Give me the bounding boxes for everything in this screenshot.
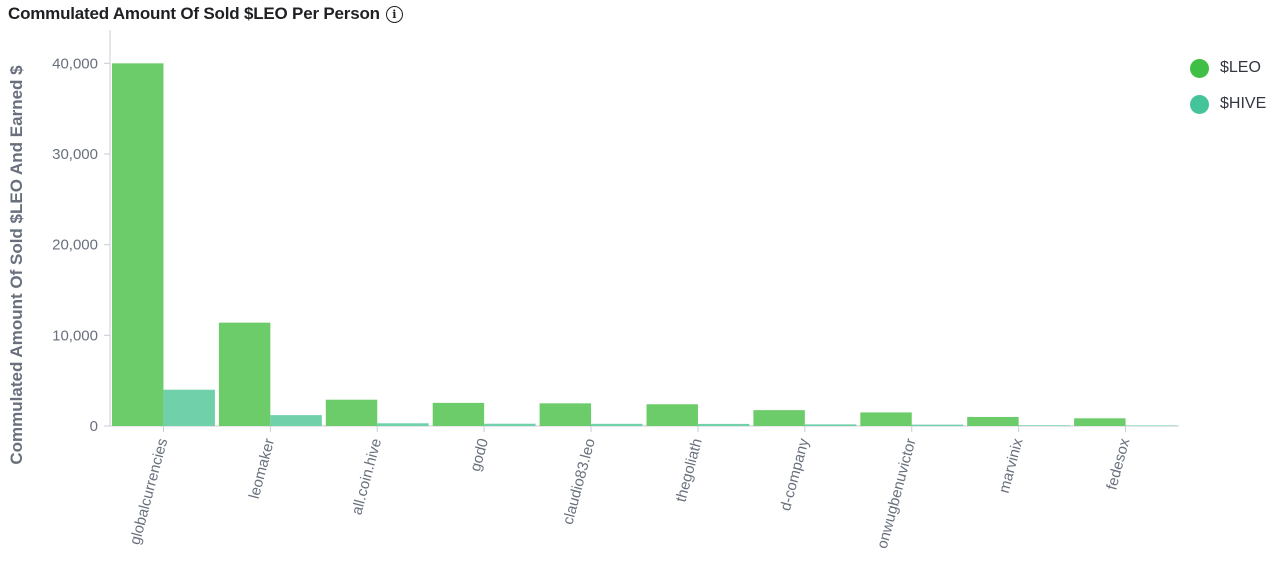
legend-item-leo[interactable]: $LEO (1190, 50, 1266, 86)
y-tick-label: 20,000 (52, 237, 98, 254)
x-tick-label: thegoliath (673, 437, 706, 504)
bar-hive (163, 389, 215, 426)
legend-swatch-leo (1190, 58, 1209, 78)
bar-hive (1018, 425, 1071, 426)
bar-hive (591, 423, 643, 426)
y-tick-label: 30,000 (52, 146, 98, 163)
bar-hive (697, 423, 750, 426)
y-tick-label: 0 (90, 418, 98, 435)
legend-item-hive[interactable]: $HIVE (1190, 86, 1266, 122)
bar-leo (539, 403, 592, 426)
bar-leo (860, 412, 912, 426)
bar-leo (1074, 418, 1126, 426)
bar-leo (112, 63, 164, 426)
chart-legend: $LEO $HIVE (1190, 50, 1266, 122)
bar-chart: 0 10,000 20,000 30,000 40,000 Commulated Amou… (7, 30, 1179, 551)
y-tick-label: 10,000 (52, 327, 98, 344)
bar-hive (804, 424, 857, 426)
bar-hive (1125, 425, 1177, 426)
x-tick-label: leomaker (246, 437, 278, 501)
info-icon[interactable]: i (385, 5, 403, 23)
x-tick-label: marvinix (996, 436, 1027, 495)
x-tick-label: globalcurrencies (127, 437, 172, 547)
legend-swatch-hive (1190, 94, 1209, 114)
bar-hive (484, 423, 536, 426)
x-tick-label: fedesox (1103, 436, 1133, 492)
bar-leo (753, 410, 805, 426)
y-tick-label: 40,000 (52, 55, 98, 72)
bar-hive (270, 415, 322, 426)
bar-leo (325, 399, 378, 426)
bar-leo (432, 402, 485, 426)
legend-label-leo: $LEO (1220, 59, 1261, 76)
legend-label-hive: $HIVE (1220, 95, 1267, 112)
x-tick-label: onwugbenuvictor (874, 437, 920, 551)
chart-title: Commulated Amount Of Sold $LEO Per Perso… (8, 4, 380, 23)
y-axis-title: Commulated Amount Of Sold $LEO And Earne… (7, 65, 26, 465)
x-tick-label: claudio83.leo (560, 437, 599, 527)
x-tick-label: all.coin.hive (348, 437, 385, 517)
chart-title-row: Commulated Amount Of Sold $LEO Per Perso… (8, 2, 403, 26)
x-tick-label: god0 (467, 437, 492, 474)
bar-leo (646, 404, 698, 426)
x-tick-label: d-company (777, 436, 813, 513)
bar-hive (377, 423, 429, 426)
bar-hive (911, 424, 964, 426)
bar-leo (967, 416, 1019, 426)
bar-leo (218, 322, 271, 426)
